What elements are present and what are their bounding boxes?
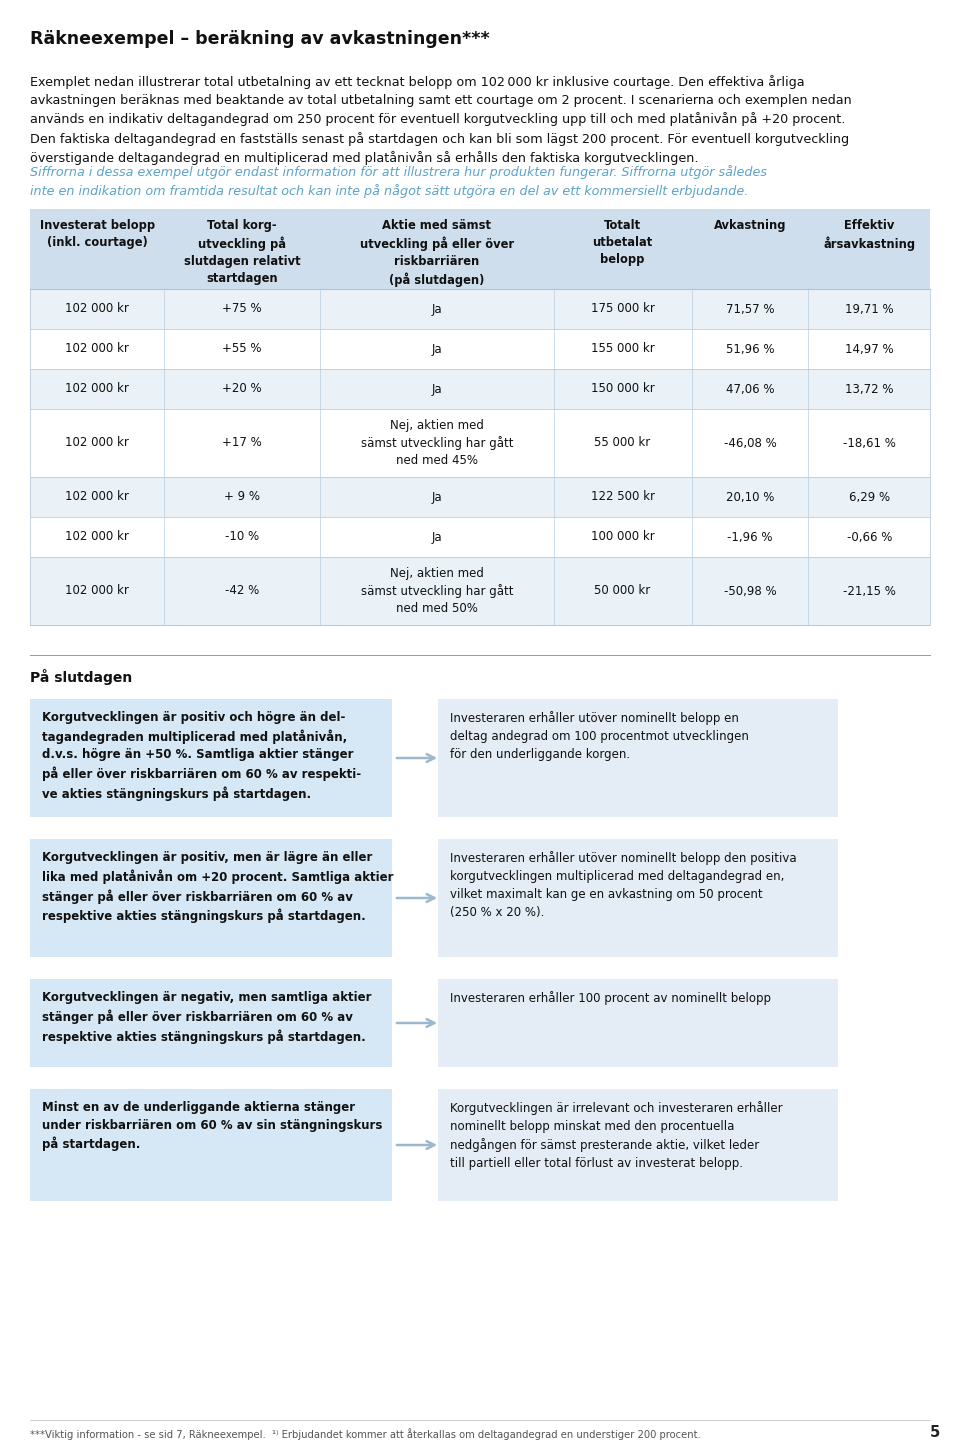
Text: På slutdagen: På slutdagen <box>30 669 132 684</box>
Text: 175 000 kr: 175 000 kr <box>590 302 655 315</box>
Text: Korgutvecklingen är negativ, men samtliga aktier
stänger på eller över riskbarri: Korgutvecklingen är negativ, men samtlig… <box>42 991 372 1043</box>
Text: Investeraren erhåller 100 procent av nominellt belopp: Investeraren erhåller 100 procent av nom… <box>450 991 771 1006</box>
Text: Investerat belopp
(inkl. courtage): Investerat belopp (inkl. courtage) <box>39 218 155 249</box>
Text: 100 000 kr: 100 000 kr <box>590 531 655 544</box>
Text: -10 %: -10 % <box>225 531 259 544</box>
Text: 55 000 kr: 55 000 kr <box>594 437 651 450</box>
Bar <box>30 839 392 956</box>
Text: -46,08 %: -46,08 % <box>724 437 777 450</box>
Text: Aktie med sämst
utveckling på eller över
riskbarriären
(på slutdagen): Aktie med sämst utveckling på eller över… <box>360 218 514 287</box>
Text: Korgutvecklingen är positiv, men är lägre än eller
lika med platånivån om +20 pr: Korgutvecklingen är positiv, men är lägr… <box>42 851 394 923</box>
Text: Total korg-
utveckling på
slutdagen relativt
startdagen: Total korg- utveckling på slutdagen rela… <box>183 218 300 285</box>
Text: 71,57 %: 71,57 % <box>726 302 775 315</box>
Text: Ja: Ja <box>431 531 442 544</box>
Text: Korgutvecklingen är irrelevant och investeraren erhåller
nominellt belopp minska: Korgutvecklingen är irrelevant och inves… <box>450 1101 782 1171</box>
Bar <box>30 517 930 557</box>
Text: +20 %: +20 % <box>223 382 262 395</box>
Text: Korgutvecklingen är positiv och högre än del-
tagandegraden multiplicerad med pl: Korgutvecklingen är positiv och högre än… <box>42 710 361 800</box>
Text: Ja: Ja <box>431 382 442 395</box>
Bar <box>30 557 930 625</box>
Text: 5: 5 <box>929 1425 940 1440</box>
Text: Ja: Ja <box>431 343 442 356</box>
Text: 6,29 %: 6,29 % <box>849 491 890 504</box>
Text: 102 000 kr: 102 000 kr <box>65 491 130 504</box>
Text: Avkastning: Avkastning <box>713 218 786 232</box>
Text: Effektiv
årsavkastning: Effektiv årsavkastning <box>823 218 915 250</box>
Bar <box>438 1090 838 1201</box>
Text: 13,72 %: 13,72 % <box>845 382 894 395</box>
Text: 102 000 kr: 102 000 kr <box>65 302 130 315</box>
Text: Exemplet nedan illustrerar total utbetalning av ett tecknat belopp om 102 000 kr: Exemplet nedan illustrerar total utbetal… <box>30 75 852 165</box>
Text: 102 000 kr: 102 000 kr <box>65 382 130 395</box>
Bar <box>30 410 930 478</box>
Text: +55 %: +55 % <box>223 343 262 356</box>
Text: 102 000 kr: 102 000 kr <box>65 585 130 598</box>
Text: 19,71 %: 19,71 % <box>845 302 894 315</box>
Text: 47,06 %: 47,06 % <box>726 382 775 395</box>
Bar <box>30 208 930 289</box>
Bar <box>30 289 930 328</box>
Text: 20,10 %: 20,10 % <box>726 491 774 504</box>
Text: Ja: Ja <box>431 491 442 504</box>
Bar <box>438 839 838 956</box>
Bar <box>30 369 930 410</box>
Text: -50,98 %: -50,98 % <box>724 585 777 598</box>
Bar <box>438 980 838 1066</box>
Text: -0,66 %: -0,66 % <box>847 531 892 544</box>
Text: +17 %: +17 % <box>223 437 262 450</box>
Bar <box>30 699 392 818</box>
Text: Minst en av de underliggande aktierna stänger
under riskbarriären om 60 % av sin: Minst en av de underliggande aktierna st… <box>42 1101 382 1152</box>
Text: Investeraren erhåller utöver nominellt belopp en
deltag andegrad om 100 procentm: Investeraren erhåller utöver nominellt b… <box>450 710 749 761</box>
Text: -18,61 %: -18,61 % <box>843 437 896 450</box>
Text: 51,96 %: 51,96 % <box>726 343 775 356</box>
Text: -21,15 %: -21,15 % <box>843 585 896 598</box>
Text: +75 %: +75 % <box>223 302 262 315</box>
Text: 14,97 %: 14,97 % <box>845 343 894 356</box>
Bar <box>30 478 930 517</box>
Text: 102 000 kr: 102 000 kr <box>65 437 130 450</box>
Text: Ja: Ja <box>431 302 442 315</box>
Bar <box>438 699 838 818</box>
Text: 102 000 kr: 102 000 kr <box>65 343 130 356</box>
Text: Nej, aktien med
sämst utveckling har gått
ned med 45%: Nej, aktien med sämst utveckling har gåt… <box>361 420 513 466</box>
Text: 50 000 kr: 50 000 kr <box>594 585 651 598</box>
Text: Nej, aktien med
sämst utveckling har gått
ned med 50%: Nej, aktien med sämst utveckling har gåt… <box>361 567 513 615</box>
Text: 150 000 kr: 150 000 kr <box>590 382 655 395</box>
Bar <box>30 328 930 369</box>
Text: 122 500 kr: 122 500 kr <box>590 491 655 504</box>
Text: + 9 %: + 9 % <box>224 491 260 504</box>
Text: Totalt
utbetalat
belopp: Totalt utbetalat belopp <box>592 218 653 266</box>
Text: Investeraren erhåller utöver nominellt belopp den positiva
korgutvecklingen mult: Investeraren erhåller utöver nominellt b… <box>450 851 797 919</box>
Text: Siffrorna i dessa exempel utgör endast information för att illustrera hur produk: Siffrorna i dessa exempel utgör endast i… <box>30 165 767 198</box>
Text: Räkneexempel – beräkning av avkastningen***: Räkneexempel – beräkning av avkastningen… <box>30 30 490 48</box>
Text: -1,96 %: -1,96 % <box>728 531 773 544</box>
Text: 102 000 kr: 102 000 kr <box>65 531 130 544</box>
Text: -42 %: -42 % <box>225 585 259 598</box>
Bar <box>30 980 392 1066</box>
Text: ***Viktig information - se sid 7, Räkneexempel.  ¹⁾ Erbjudandet kommer att återk: ***Viktig information - se sid 7, Räknee… <box>30 1428 701 1440</box>
Text: 155 000 kr: 155 000 kr <box>590 343 655 356</box>
Bar <box>30 1090 392 1201</box>
